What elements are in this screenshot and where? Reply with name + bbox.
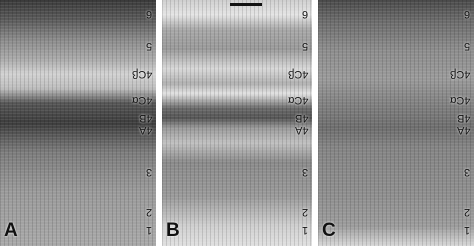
layer-label: 6 [145,8,152,20]
panel-label: A [4,220,18,241]
layer-label: 5 [301,40,308,52]
layer-label: 4Cα [287,94,308,106]
layer-label: 4Cβ [131,68,152,80]
panel: C 6 5 4Cβ 4Cα 4B 4A 3 2 1 [318,0,474,246]
layer-label: 6 [301,8,308,20]
panel: B 6 5 4Cβ 4Cα 4B 4A 3 2 1 [162,0,312,246]
layer-label: 4Cα [131,94,152,106]
layer-label: 4A [138,124,152,136]
layer-label: 5 [463,40,470,52]
layer-label: 4A [456,124,470,136]
layer-label: 4B [294,112,308,124]
layer-label: 4A [294,124,308,136]
layer-label: 4B [138,112,152,124]
layer-label: 3 [301,166,308,178]
scale-bar [230,3,262,6]
layer-label: 2 [145,206,152,218]
layer-label: 6 [463,8,470,20]
layer-label: 3 [145,166,152,178]
layer-label: 2 [301,206,308,218]
panel: A 6 5 4Cβ 4Cα 4B 4A 3 2 1 [0,0,156,246]
layer-label: 1 [463,224,470,236]
layer-label: 4Cβ [449,68,470,80]
panel-label: B [166,220,180,241]
layer-label: 5 [145,40,152,52]
panel-label: C [322,220,336,241]
layer-label: 1 [145,224,152,236]
layer-label: 4B [456,112,470,124]
layer-label: 3 [463,166,470,178]
layer-label: 1 [301,224,308,236]
layer-label: 4Cβ [287,68,308,80]
layer-label: 2 [463,206,470,218]
layer-label: 4Cα [449,94,470,106]
